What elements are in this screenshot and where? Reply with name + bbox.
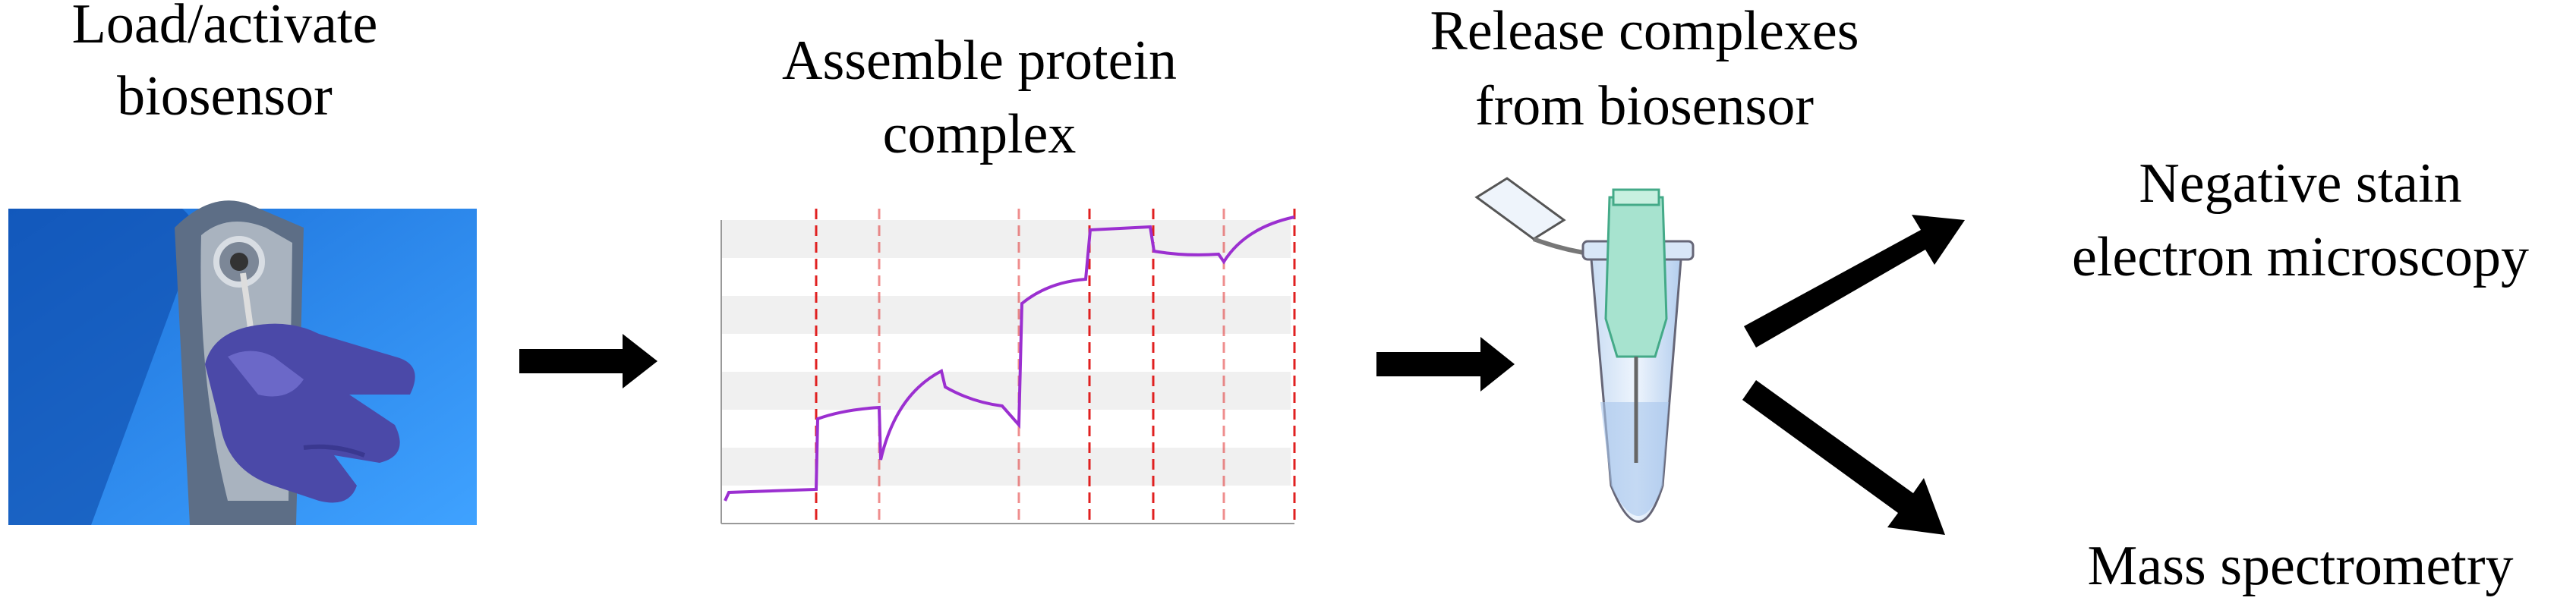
step-label: Assemble protein bbox=[782, 30, 1177, 92]
step-label: from biosensor bbox=[1475, 75, 1814, 137]
biosensor-photo bbox=[8, 200, 477, 525]
tube-illustration bbox=[1474, 177, 1695, 523]
step-label: biosensor bbox=[117, 65, 333, 127]
output-label: Mass spectrometry bbox=[2087, 535, 2513, 597]
step-label: complex bbox=[883, 103, 1077, 165]
output-label: Negative stain bbox=[2139, 153, 2461, 215]
output-label: electron microscopy bbox=[2072, 226, 2529, 288]
sensorgram-image bbox=[706, 202, 1298, 546]
step-label: Load/activate bbox=[72, 0, 378, 55]
step-label: Release complexes bbox=[1430, 0, 1859, 62]
arrow bbox=[519, 215, 1965, 535]
